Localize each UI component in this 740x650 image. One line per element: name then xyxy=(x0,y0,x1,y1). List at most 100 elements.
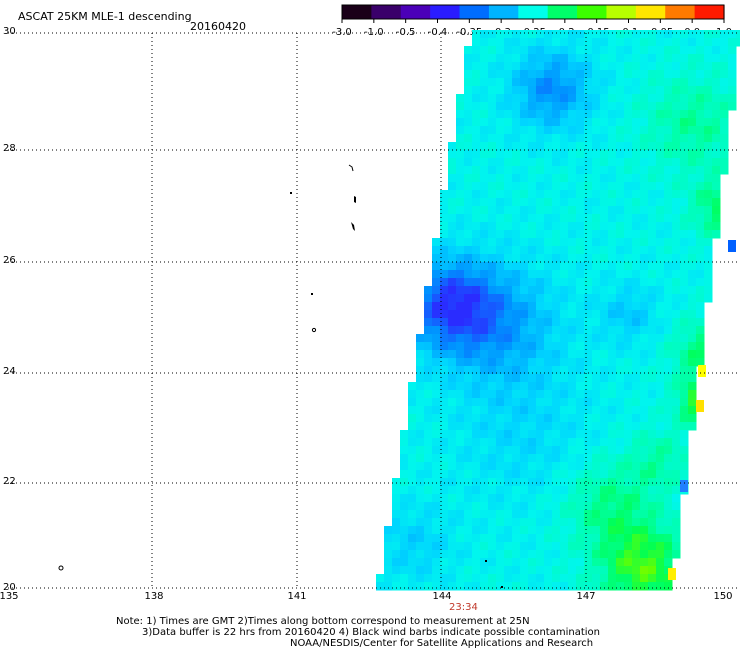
wind-cell xyxy=(512,350,521,359)
wind-cell xyxy=(480,518,489,527)
wind-cell xyxy=(624,318,633,327)
wind-cell xyxy=(552,390,561,399)
wind-cell xyxy=(640,278,649,287)
scatterometer-swath xyxy=(376,30,740,591)
wind-cell xyxy=(640,246,649,255)
wind-cell xyxy=(496,550,505,559)
lat-label: 22 xyxy=(3,476,16,487)
wind-cell xyxy=(648,558,657,567)
wind-cell xyxy=(672,126,681,135)
wind-cell xyxy=(640,310,649,319)
wind-cell xyxy=(552,214,561,223)
wind-cell xyxy=(520,206,529,215)
wind-cell xyxy=(520,294,529,303)
wind-cell xyxy=(632,174,641,183)
wind-cell xyxy=(528,366,537,375)
wind-cell xyxy=(520,78,529,87)
wind-cell xyxy=(616,382,625,391)
wind-cell xyxy=(592,326,601,335)
wind-cell xyxy=(480,462,489,471)
wind-cell xyxy=(504,198,513,207)
wind-cell xyxy=(448,414,457,423)
wind-cell xyxy=(576,382,585,391)
wind-cell xyxy=(496,366,505,375)
wind-cell xyxy=(584,158,593,167)
wind-cell xyxy=(560,374,569,383)
wind-cell xyxy=(712,62,721,71)
wind-cell xyxy=(552,174,561,183)
wind-cell xyxy=(504,318,513,327)
wind-cell xyxy=(648,254,657,263)
wind-cell xyxy=(448,270,457,279)
wind-cell xyxy=(448,550,457,559)
wind-cell xyxy=(448,198,457,207)
wind-cell xyxy=(584,110,593,119)
wind-cell xyxy=(592,38,601,47)
wind-cell xyxy=(664,94,673,103)
wind-cell xyxy=(680,262,689,271)
wind-cell xyxy=(472,254,481,263)
wind-cell xyxy=(656,286,665,295)
wind-cell xyxy=(496,166,505,175)
wind-cell xyxy=(496,342,505,351)
wind-cell xyxy=(656,206,665,215)
wind-cell xyxy=(456,550,465,559)
wind-cell xyxy=(584,478,593,487)
wind-cell xyxy=(568,534,577,543)
wind-cell xyxy=(672,334,681,343)
wind-cell xyxy=(392,550,401,559)
wind-cell xyxy=(560,398,569,407)
wind-cell xyxy=(664,438,673,447)
wind-cell xyxy=(552,510,561,519)
wind-cell xyxy=(592,534,601,543)
wind-cell xyxy=(552,406,561,415)
wind-cell xyxy=(544,158,553,167)
wind-cell xyxy=(464,534,473,543)
wind-cell xyxy=(504,278,513,287)
wind-cell xyxy=(608,190,617,199)
wind-cell xyxy=(648,110,657,119)
wind-cell xyxy=(512,550,521,559)
wind-cell xyxy=(488,526,497,535)
wind-cell xyxy=(464,390,473,399)
wind-cell xyxy=(656,214,665,223)
wind-cell xyxy=(664,174,673,183)
wind-cell xyxy=(456,366,465,375)
wind-cell xyxy=(568,582,577,591)
wind-cell xyxy=(688,358,697,367)
wind-cell xyxy=(464,46,473,55)
wind-cell xyxy=(400,430,409,439)
wind-cell xyxy=(680,390,689,399)
wind-cell xyxy=(376,574,385,583)
wind-cell xyxy=(584,502,593,511)
wind-cell xyxy=(688,278,697,287)
colorbar-cell xyxy=(371,5,402,19)
wind-cell xyxy=(600,342,609,351)
wind-cell xyxy=(544,366,553,375)
wind-cell xyxy=(600,510,609,519)
wind-cell xyxy=(576,166,585,175)
wind-cell xyxy=(472,358,481,367)
wind-cell xyxy=(560,86,569,95)
wind-cell xyxy=(472,278,481,287)
wind-cell xyxy=(416,406,425,415)
wind-cell xyxy=(480,302,489,311)
wind-cell xyxy=(704,278,713,287)
wind-cell xyxy=(648,566,657,575)
wind-cell xyxy=(568,574,577,583)
wind-cell xyxy=(656,574,665,583)
wind-cell xyxy=(720,102,729,111)
wind-cell xyxy=(592,294,601,303)
wind-cell xyxy=(656,182,665,191)
wind-cell xyxy=(640,454,649,463)
wind-cell xyxy=(536,158,545,167)
wind-cell xyxy=(616,262,625,271)
wind-cell xyxy=(512,486,521,495)
wind-cell xyxy=(544,214,553,223)
wind-cell xyxy=(456,150,465,159)
wind-cell xyxy=(536,174,545,183)
wind-cell xyxy=(432,566,441,575)
wind-cell xyxy=(432,518,441,527)
wind-cell xyxy=(456,478,465,487)
wind-cell xyxy=(464,142,473,151)
